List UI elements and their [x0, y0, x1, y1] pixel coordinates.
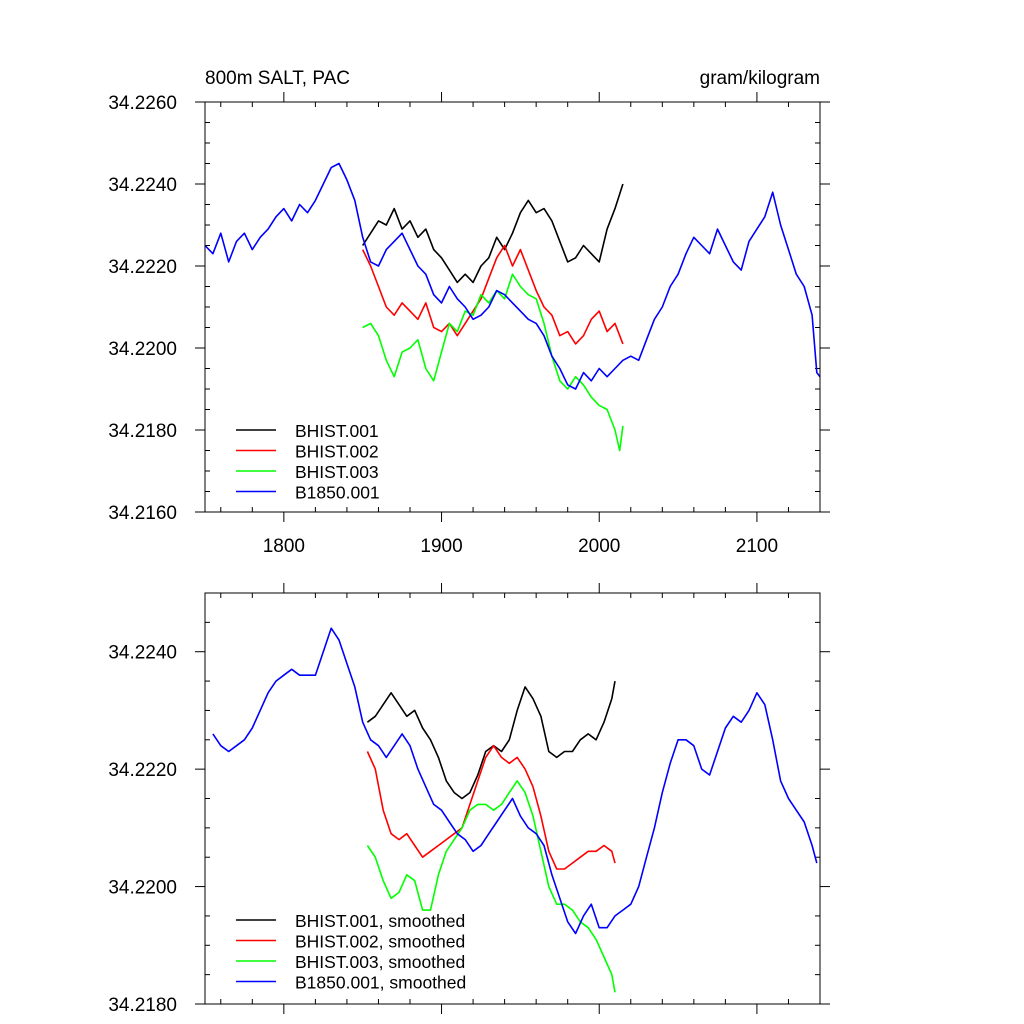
bottom-panel: 34.2180 34.2200 34.2220 34.2240 BHIST.001, s… [108, 583, 830, 1016]
series-line [212, 627, 818, 935]
y-tick-label: 34.2260 [108, 93, 177, 114]
y-tick-label: 34.2180 [108, 995, 177, 1016]
plot-frame [204, 592, 821, 1005]
series-line [366, 780, 616, 993]
y-tick-label: 34.2200 [108, 878, 177, 899]
legend-label: B1850.001 [295, 483, 380, 503]
top-panel: 800m SALT, PAC gram/kilogram 1800 1900 200… [108, 68, 830, 557]
series-line [362, 183, 624, 284]
x-tick-label: 1900 [420, 536, 462, 557]
x-tick-label: 2100 [736, 536, 778, 557]
series-line [204, 162, 821, 390]
y-tick-label: 34.2180 [108, 421, 177, 442]
legend-label: BHIST.001 [295, 421, 379, 441]
series-line [366, 744, 616, 870]
series-line [366, 680, 616, 800]
chart-units: gram/kilogram [700, 68, 820, 89]
legend-label: BHIST.001, smoothed [295, 911, 465, 931]
y-tick-label: 34.2240 [108, 175, 177, 196]
y-tick-label: 34.2200 [108, 339, 177, 360]
series-line [362, 273, 624, 452]
y-tick-label: 34.2240 [108, 643, 177, 664]
legend-label: B1850.001, smoothed [295, 973, 466, 993]
legend-label: BHIST.003, smoothed [295, 952, 465, 972]
legend-label: BHIST.002 [295, 442, 379, 462]
chart-title: 800m SALT, PAC [205, 68, 350, 89]
plot-frame [204, 101, 821, 513]
y-tick-label: 34.2220 [108, 760, 177, 781]
x-tick-label: 2000 [578, 536, 620, 557]
series-line [361, 244, 624, 345]
legend-label: BHIST.003 [295, 462, 379, 482]
legend-label: BHIST.002, smoothed [295, 932, 465, 952]
y-tick-label: 34.2160 [108, 503, 177, 524]
y-tick-label: 34.2220 [108, 257, 177, 278]
x-tick-label: 1800 [263, 536, 305, 557]
